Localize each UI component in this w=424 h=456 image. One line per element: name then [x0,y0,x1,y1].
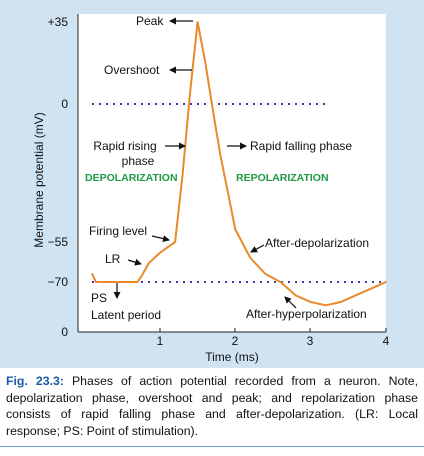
y-tick-label: 0 [61,97,68,111]
depolarization-label: DEPOLARIZATION [85,172,178,184]
rising-phase-label-line2: phase [122,154,155,168]
x-tick-label: 1 [157,334,164,348]
falling-phase-label: Rapid falling phase [250,139,352,153]
repolarization-label: REPOLARIZATION [236,172,329,184]
y-tick-label: +35 [48,15,69,29]
origin-label: 0 [61,325,68,339]
firing-level-arrow [151,235,170,243]
x-tick-label: 2 [232,334,239,348]
y-tick-label: −70 [48,275,69,289]
local-response-label: LR [105,252,121,266]
local-response-arrow [127,258,142,266]
figure-panel: +35 0 −55 −70 0 1 2 3 4 Time (ms) Membra… [0,0,424,368]
caption-divider [0,446,424,447]
overshoot-label: Overshoot [104,63,160,77]
x-tick-label: 4 [383,334,390,348]
after-hyperpolarization-arrow [284,296,297,309]
action-potential-curve [91,21,387,307]
y-tick-label: −55 [48,235,69,249]
action-potential-chart: +35 0 −55 −70 0 1 2 3 4 Time (ms) Membra… [32,14,390,364]
x-axis-title: Time (ms) [205,350,259,364]
x-tick-label: 3 [307,334,314,348]
rising-phase-label: Rapid rising [93,139,156,153]
plot-area [78,14,386,332]
after-hyperpolarization-label: After-hyperpolarization [246,307,367,321]
after-depolarization-label: After-depolarization [265,236,369,250]
stimulation-point-label: PS [91,291,107,305]
caption-label: Fig. 23.3: [6,374,64,388]
y-axis-title: Membrane potential (mV) [32,112,46,247]
after-depolarization-arrow [250,244,265,253]
firing-level-label: Firing level [89,224,147,238]
latent-period-label: Latent period [91,308,161,322]
caption-text: Phases of action potential recorded from… [6,374,418,438]
figure-caption: Fig. 23.3: Phases of action potential re… [6,373,418,439]
peak-label: Peak [136,14,164,28]
